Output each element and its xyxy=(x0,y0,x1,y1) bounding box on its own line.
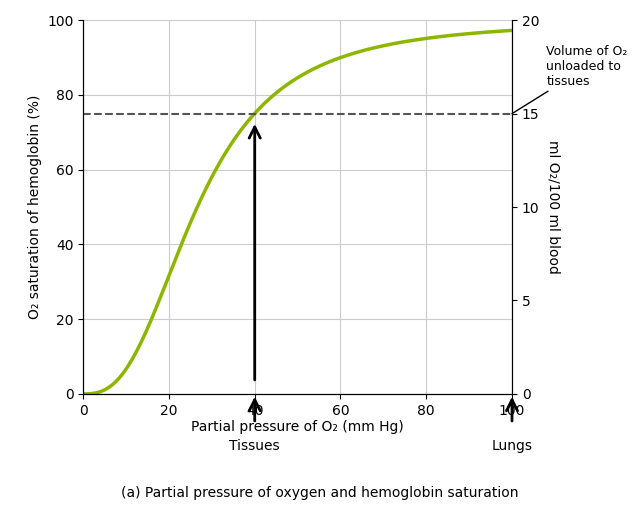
X-axis label: Partial pressure of O₂ (mm Hg): Partial pressure of O₂ (mm Hg) xyxy=(191,420,404,434)
Y-axis label: O₂ saturation of hemoglobin (%): O₂ saturation of hemoglobin (%) xyxy=(28,95,42,319)
Text: Volume of O₂
unloaded to
tissues: Volume of O₂ unloaded to tissues xyxy=(512,45,628,114)
Text: (a) Partial pressure of oxygen and hemoglobin saturation: (a) Partial pressure of oxygen and hemog… xyxy=(121,486,519,500)
Text: Lungs: Lungs xyxy=(492,439,532,453)
Y-axis label: ml O₂/100 ml blood: ml O₂/100 ml blood xyxy=(546,140,560,274)
Text: Tissues: Tissues xyxy=(229,439,280,453)
